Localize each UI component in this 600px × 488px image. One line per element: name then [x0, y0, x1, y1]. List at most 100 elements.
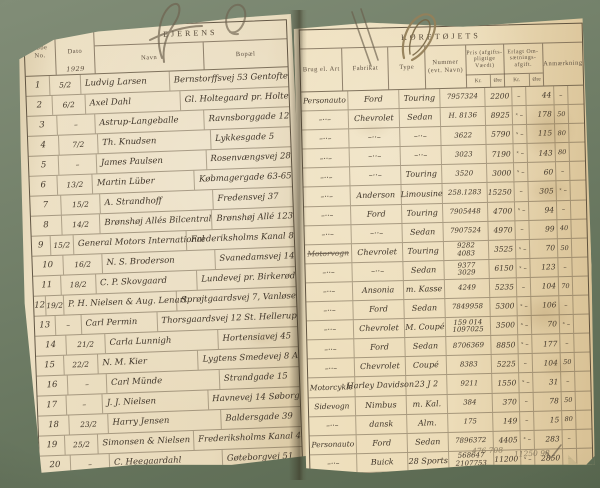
owner-address: Gl. Holtegaard pr. Holte	[184, 91, 289, 106]
vehicle-number: 3622	[441, 126, 486, 145]
price-ore: –	[515, 221, 529, 239]
vehicle-type: Limousine	[402, 185, 443, 204]
vehicle-make: Ford	[348, 90, 399, 109]
row-date: 18/2	[61, 274, 97, 294]
vehicle-type: 28 Sports	[408, 452, 449, 471]
vehicle-number: H. 8136	[441, 107, 486, 126]
tax-kr: 31	[533, 373, 561, 392]
tax-kr: 104	[533, 354, 561, 373]
empty-cell	[449, 470, 494, 486]
row-date: 13/2	[57, 174, 93, 194]
owner-address: Frederiksholms Kanal 4	[198, 431, 302, 446]
vehicle-make: Chevrolet	[355, 357, 406, 376]
vehicle-number: 8706369	[446, 336, 491, 355]
pris-kr-label: Kr.	[466, 75, 491, 88]
column-header-afgift: Erlagt Om- sætnings- afgift. Kr. Øre	[504, 44, 544, 87]
vehicle-type: Touring	[402, 204, 443, 223]
afgift-ore-label: Øre	[532, 76, 541, 83]
tax-kr: 104	[531, 277, 559, 296]
vehicle-number: 7849958	[445, 298, 490, 317]
vehicle-use: Sidevogn	[309, 397, 356, 416]
price-kr: 8850	[491, 335, 518, 354]
row-number: 12	[34, 296, 47, 315]
vehicle-use: –··–	[304, 206, 351, 225]
vehicle-make: Ford	[351, 205, 402, 224]
empty-cell	[71, 474, 111, 488]
owner-address: Købmagergade 63-65	[198, 171, 292, 185]
tax-kr: 283	[535, 430, 563, 449]
vehicle-type: Touring	[399, 89, 440, 108]
vehicle-type: Sedan	[403, 261, 444, 280]
empty-cell	[358, 472, 409, 488]
price-ore: ˣ –	[513, 106, 527, 124]
owner-rows: 1 5/2 Ludvig Larsen Bernstorffsvej 53 Ge…	[26, 67, 302, 476]
price-kr: 149	[493, 412, 520, 431]
remark	[569, 105, 584, 123]
vehicle-type: Touring	[401, 165, 442, 184]
vehicle-make: Harley Davidson	[355, 376, 406, 395]
column-header-fabrikat: Fabrikat	[342, 47, 389, 90]
vehicle-type: Sedan	[402, 223, 443, 242]
row-number: 4	[28, 136, 60, 156]
vehicle-number: 9377 3029	[444, 260, 489, 279]
vehicle-rows: Personauto Ford Touring 7957324 2200 – 4…	[301, 86, 592, 475]
tax-kr: 60	[528, 163, 556, 182]
tax-kr: 305	[528, 182, 556, 201]
vehicle-make: Nimbus	[356, 395, 407, 414]
tax-kr: 143	[528, 144, 556, 163]
empty-cell	[577, 467, 592, 482]
tax-kr: 123	[530, 258, 558, 277]
vehicle-use: –··–	[307, 339, 354, 358]
column-header-pris: Pris (afgifts- pligtige Værdi) Kr. Øre	[466, 45, 505, 88]
vehicle-number: 3520	[442, 164, 487, 183]
vehicle-number: 7907524	[443, 222, 488, 241]
price-kr: 2200	[485, 87, 512, 106]
dato-label: Dato	[67, 47, 83, 55]
vehicle-make: Chevrolet	[352, 243, 403, 262]
remark	[573, 296, 588, 314]
owner-name: Carl Permin	[81, 312, 158, 334]
vehicle-number: 4249	[445, 279, 490, 298]
row-number: 15	[36, 356, 64, 376]
vehicle-make: Ford	[357, 434, 408, 453]
row-number: 5	[29, 156, 60, 176]
pencil-total-pris: 476 708	[471, 445, 504, 456]
vehicle-number: 175	[448, 412, 493, 431]
price-kr: 8925	[486, 106, 513, 125]
remark	[572, 257, 587, 275]
tax-ore: ˣ –	[556, 181, 570, 199]
owner-address: Frederiksholms Kanal 8	[190, 231, 294, 246]
owner-name: Martin Lüber	[93, 171, 196, 194]
remark	[570, 143, 585, 161]
column-header-anmaerkning: Anmærkning	[543, 59, 583, 68]
vehicle-make: –··–	[350, 166, 401, 185]
pris-subheader: Kr. Øre	[466, 74, 504, 88]
vehicle-use: Personauto	[310, 435, 357, 454]
vehicle-number: 384	[448, 393, 493, 412]
folded-corner	[580, 452, 598, 470]
price-ore: –	[512, 87, 526, 105]
vehicle-number: 8383	[447, 355, 492, 374]
right-page: KØRETØJETS Brug el. Art Fabrikat Type Nu…	[294, 17, 597, 476]
vehicle-type: Alm.	[407, 414, 448, 433]
tax-kr: 70	[532, 315, 560, 334]
column-header-dato: Dato 1929	[55, 27, 96, 74]
empty-cell	[521, 469, 535, 484]
price-kr: 1550	[492, 374, 519, 393]
vehicle-type: Sedan	[404, 299, 445, 318]
tax-kr: 177	[532, 334, 560, 353]
remark	[576, 410, 591, 428]
owner-name: N. M. Kier	[98, 351, 199, 374]
row-date: 5/2	[50, 75, 81, 95]
owner-address: Strandgade 15	[223, 371, 288, 385]
row-date: 21/2	[66, 334, 106, 354]
owner-header-right: EJERENS Navn Bopæl	[94, 20, 288, 73]
price-kr: 5790	[486, 125, 513, 144]
price-ore: ˣ –	[519, 373, 533, 391]
price-kr: 3525	[489, 240, 516, 259]
afgift-label: Erlagt Om- sætnings- afgift.	[507, 48, 539, 69]
price-ore: ˣ –	[521, 431, 535, 449]
price-kr: 4970	[488, 221, 515, 240]
tax-ore: –	[561, 372, 575, 390]
price-kr: 6150	[489, 259, 516, 278]
